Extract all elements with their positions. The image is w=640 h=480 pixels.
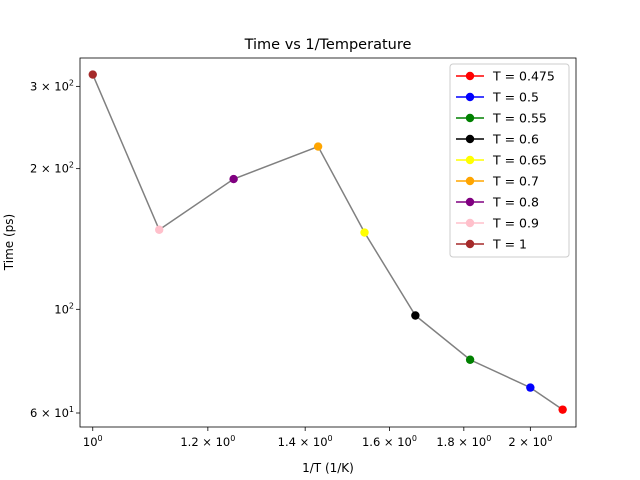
legend-label: T = 0.475 — [492, 69, 555, 84]
x-axis-label: 1/T (1/K) — [302, 461, 354, 475]
data-point — [88, 70, 97, 79]
data-point — [313, 142, 323, 151]
data-point — [229, 174, 238, 184]
legend-marker — [465, 134, 475, 144]
legend-marker — [465, 239, 475, 249]
data-point — [558, 405, 567, 414]
legend-label: T = 0.7 — [492, 174, 539, 189]
x-tick-label: 1.4 × 100 — [278, 434, 333, 449]
legend-label: T = 0.9 — [492, 216, 539, 231]
y-tick-label: 102 — [54, 301, 74, 316]
y-axis-label: Time (ps) — [2, 214, 16, 271]
data-point — [465, 355, 475, 364]
legend-label: T = 1 — [492, 237, 527, 252]
data-point — [526, 383, 535, 392]
legend: T = 0.475 T = 0.5 T = 0.55 T = 0.6 T = 0.65 T… — [449, 63, 570, 258]
legend-marker — [465, 113, 475, 123]
legend-marker — [465, 71, 475, 81]
data-point — [155, 225, 164, 234]
x-tick-label: 1.6 × 100 — [362, 434, 417, 449]
legend-label: T = 0.6 — [492, 132, 539, 147]
axis-ticks: 100 1.2 × 100 1.4 × 100 1.6 × 100 1.8 × 100 2… — [30, 78, 552, 449]
chart-title: Time vs 1/Temperature — [244, 37, 412, 53]
legend-label: T = 0.55 — [492, 111, 547, 126]
y-tick-label: 3 × 102 — [30, 78, 74, 93]
x-tick-label: 2 × 100 — [508, 434, 552, 449]
y-tick-label: 6 × 101 — [30, 405, 74, 420]
legend-marker — [465, 155, 475, 165]
data-point — [411, 311, 420, 320]
data-point — [360, 228, 369, 237]
legend-label: T = 0.8 — [492, 195, 539, 210]
legend-box — [449, 63, 570, 258]
legend-marker — [465, 176, 475, 186]
x-tick-label: 1.2 × 100 — [180, 434, 235, 449]
legend-label: T = 0.5 — [492, 90, 539, 105]
legend-marker — [465, 92, 475, 102]
data-points — [88, 70, 567, 414]
x-tick-label: 100 — [83, 434, 103, 449]
y-tick-label: 2 × 102 — [30, 161, 74, 176]
legend-marker — [465, 218, 475, 228]
x-tick-label: 1.8 × 100 — [436, 434, 491, 449]
legend-marker — [465, 197, 475, 207]
legend-label: T = 0.65 — [492, 153, 547, 168]
